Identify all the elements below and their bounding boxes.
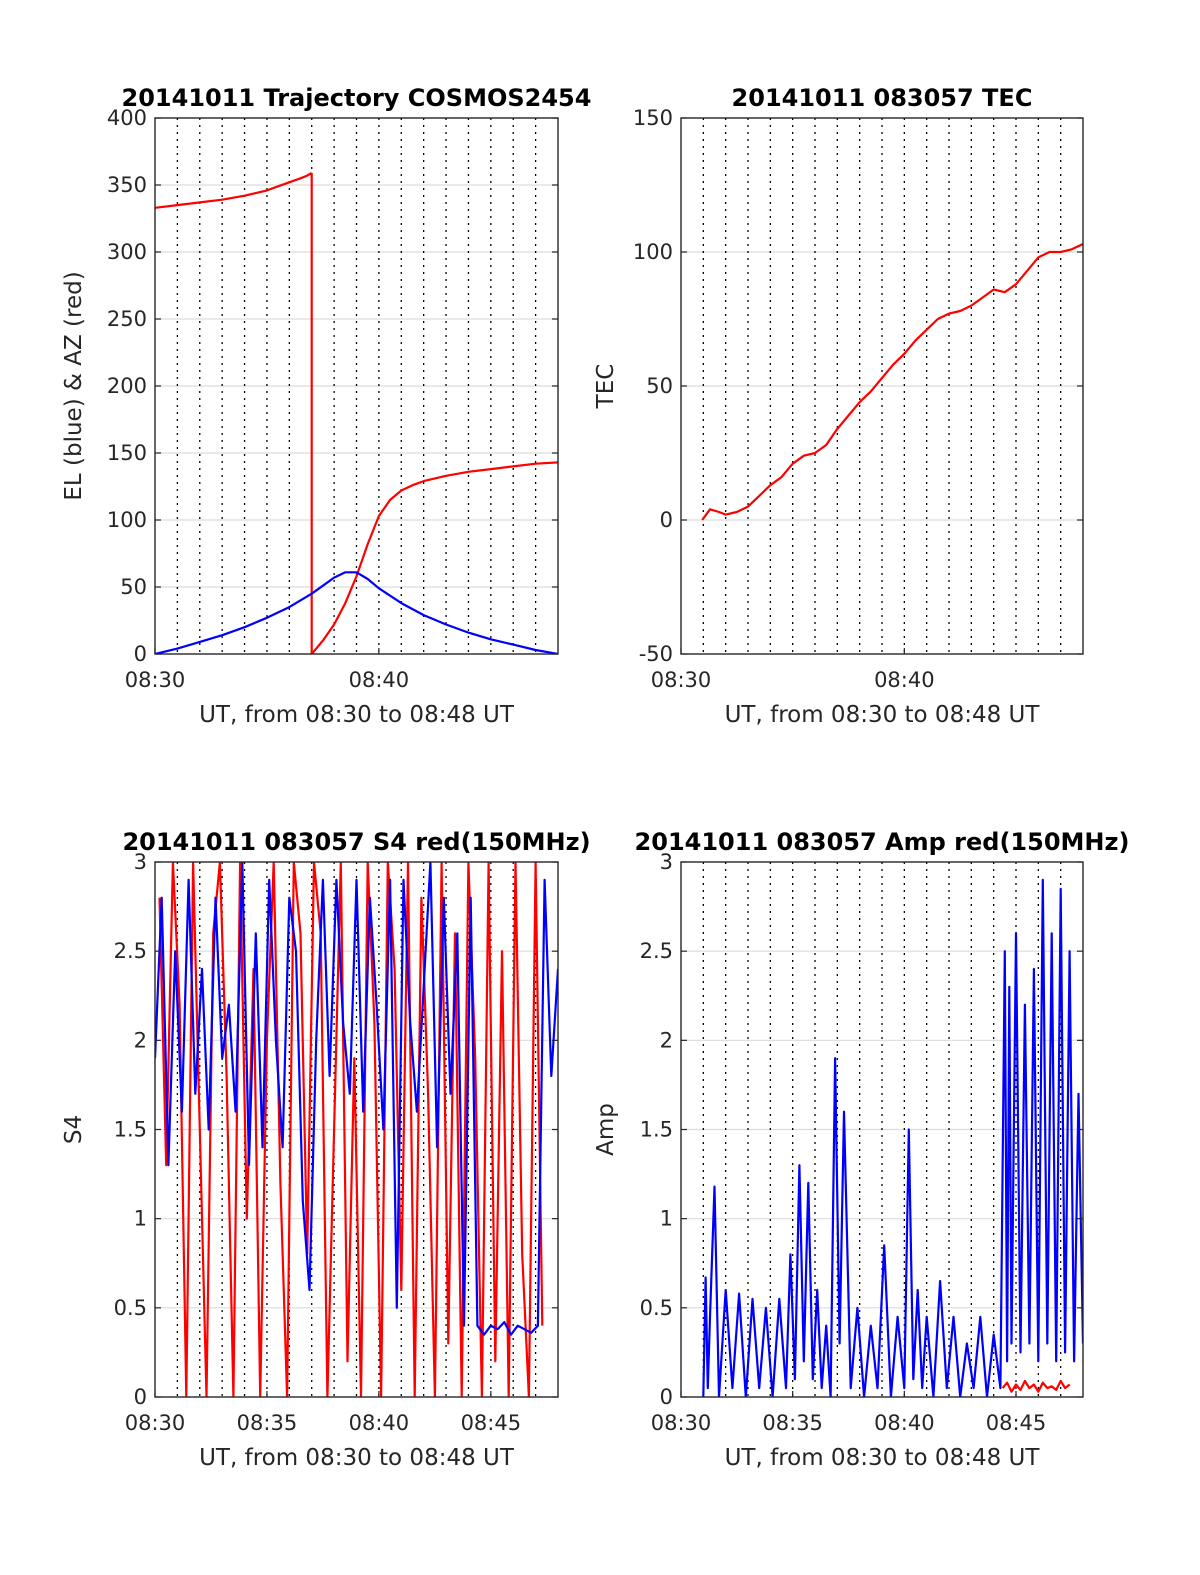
ytick-label: 100 — [107, 508, 147, 532]
ytick-label: 400 — [107, 106, 147, 130]
chart-title: 20141011 083057 S4 red(150MHz) — [122, 828, 590, 856]
xtick-label: 08:30 — [125, 668, 186, 692]
series-line-0 — [155, 171, 313, 209]
ytick-label: 150 — [633, 106, 673, 130]
ytick-label: 300 — [107, 240, 147, 264]
xtick-label: 08:40 — [349, 1411, 410, 1435]
ytick-label: 3 — [134, 850, 147, 874]
ytick-label: 1 — [660, 1207, 673, 1231]
series-line-0 — [701, 243, 1083, 521]
chart-title: 20141011 083057 TEC — [732, 84, 1033, 112]
x-axis-label: UT, from 08:30 to 08:48 UT — [199, 1445, 515, 1471]
ytick-label: 1 — [134, 1207, 147, 1231]
chart-title: 20141011 Trajectory COSMOS2454 — [122, 84, 592, 112]
series-line-3 — [155, 571, 558, 654]
ytick-label: 0 — [660, 1385, 673, 1409]
ytick-label: 0.5 — [114, 1296, 147, 1320]
xtick-label: 08:40 — [349, 668, 410, 692]
ytick-label: 350 — [107, 173, 147, 197]
x-axis-label: UT, from 08:30 to 08:48 UT — [199, 702, 515, 728]
y-axis-label: Amp — [593, 1103, 619, 1156]
series-line-0 — [158, 862, 544, 1397]
xtick-label: 08:45 — [986, 1411, 1047, 1435]
series-group — [155, 862, 558, 1397]
ytick-label: 1.5 — [640, 1118, 673, 1142]
ytick-label: 2 — [134, 1028, 147, 1052]
series-line-2 — [310, 461, 558, 654]
ytick-label: 250 — [107, 307, 147, 331]
chart-s4: 0 0.5 1 1.5 2 2.5 3 08:30 08:35 08:40 08:45 2014101… — [61, 828, 591, 1471]
xtick-label: 08:30 — [651, 1411, 712, 1435]
chart-title: 20141011 083057 Amp red(150MHz) — [635, 828, 1130, 856]
xtick-label: 08:35 — [762, 1411, 823, 1435]
xtick-label: 08:45 — [461, 1411, 522, 1435]
xtick-label: 08:35 — [237, 1411, 298, 1435]
chart-tec: -50 0 50 100 150 08:30 08:40 20141011 083057 TE… — [593, 84, 1084, 728]
ytick-label: 0 — [660, 508, 673, 532]
x-axis-label: UT, from 08:30 to 08:48 UT — [725, 702, 1041, 728]
y-axis-label: EL (blue) & AZ (red) — [61, 271, 87, 500]
ytick-label: 2.5 — [640, 939, 673, 963]
ytick-label: 2.5 — [114, 939, 147, 963]
ytick-label: 100 — [633, 240, 673, 264]
series-line-1 — [702, 878, 1083, 1397]
x-axis-label: UT, from 08:30 to 08:48 UT — [725, 1445, 1041, 1471]
series-line-1 — [155, 862, 558, 1336]
xtick-label: 08:30 — [125, 1411, 186, 1435]
ytick-label: 0 — [134, 642, 147, 666]
ytick-label: 0 — [134, 1385, 147, 1409]
series-group — [701, 243, 1083, 521]
ytick-label: 0.5 — [640, 1296, 673, 1320]
ytick-label: -50 — [639, 642, 673, 666]
ytick-label: 50 — [646, 374, 673, 398]
y-axis-label: TEC — [593, 364, 619, 410]
ytick-label: 1.5 — [114, 1118, 147, 1142]
series-group — [702, 878, 1083, 1397]
xtick-label: 08:40 — [874, 668, 935, 692]
xtick-label: 08:40 — [874, 1411, 935, 1435]
series-line-0 — [1001, 1379, 1071, 1393]
ytick-label: 3 — [660, 850, 673, 874]
ytick-label: 150 — [107, 441, 147, 465]
ytick-label: 50 — [120, 575, 147, 599]
y-axis-label: S4 — [61, 1115, 87, 1144]
series-group — [155, 171, 558, 654]
chart-traj: 0 50 100 150 200 250 300 350 400 08:30 08:40 201410… — [61, 84, 591, 728]
chart-amp: 0 0.5 1 1.5 2 2.5 3 08:30 08:35 08:40 08:45 2014101… — [593, 828, 1129, 1471]
ytick-label: 2 — [660, 1028, 673, 1052]
ytick-label: 200 — [107, 374, 147, 398]
xtick-label: 08:30 — [651, 668, 712, 692]
